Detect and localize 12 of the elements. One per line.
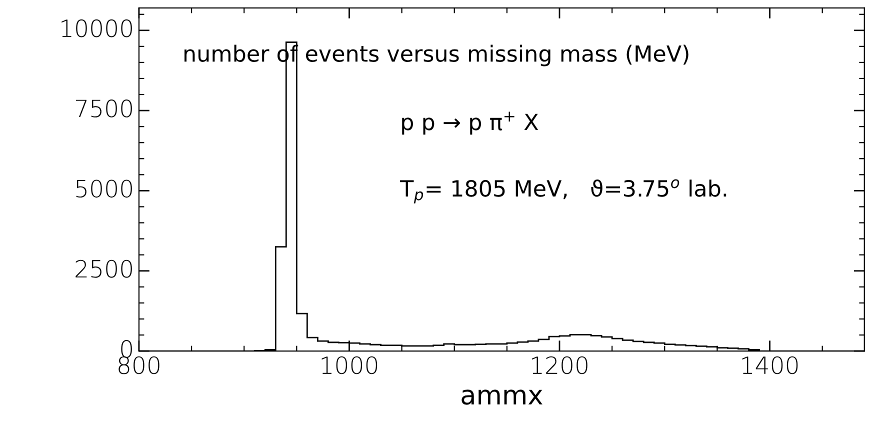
annotation: T$_{p}$= 1805 MeV, ϑ=3.75$^{o}$ lab. [400,179,726,204]
x-tick-label: 1200 [532,356,588,374]
y-tick-label: 7500 [76,100,132,118]
y-tick-label: 0 [121,340,132,358]
y-tick-label: 5000 [76,180,132,198]
x-tick-label: 800 [118,356,160,374]
y-tick-label: 10000 [62,19,132,38]
annotation: p p → p π$^{+}$ X [402,112,538,135]
x-tick-label: 1400 [742,356,798,374]
x-axis-title: ammx [462,390,542,405]
x-tick-label: 1000 [322,356,378,374]
y-tick-label: 2500 [76,260,132,278]
